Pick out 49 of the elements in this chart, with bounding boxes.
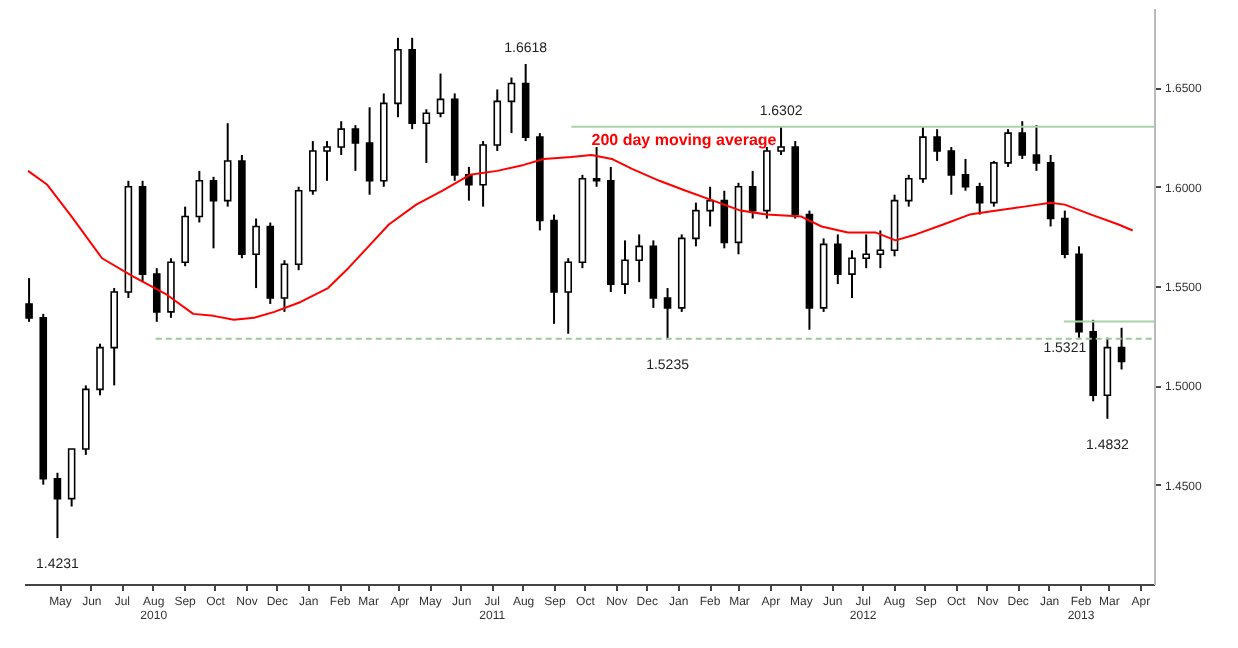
- candlestick: [1004, 128, 1012, 168]
- candlestick: [1117, 326, 1126, 371]
- line-series: [27, 153, 1134, 321]
- candlestick: [1018, 120, 1027, 160]
- candlestick: [933, 128, 941, 162]
- candlestick: [436, 72, 445, 119]
- candlestick: [1061, 209, 1069, 260]
- candlestick: [280, 259, 289, 313]
- candlestick: [351, 124, 360, 172]
- candlestick: [919, 126, 927, 184]
- candlestick: [777, 125, 785, 156]
- candlestick: [1103, 336, 1112, 420]
- candlestick: [564, 257, 573, 335]
- candlestick: [53, 471, 62, 540]
- candlestick: [422, 108, 431, 164]
- candlestick: [848, 249, 856, 299]
- candlestick: [152, 267, 161, 323]
- candlestick: [904, 173, 913, 208]
- candlestick: [181, 205, 189, 268]
- candlestick: [706, 185, 714, 228]
- series-label: 200 day moving average: [591, 130, 778, 149]
- candlestick: [479, 140, 487, 208]
- candlestick: [195, 169, 204, 224]
- candlestick: [975, 181, 984, 216]
- candlestick: [621, 239, 629, 296]
- candlestick: [25, 277, 33, 323]
- candlestick: [323, 140, 331, 182]
- candlestick: [493, 88, 502, 153]
- candlestick: [223, 122, 232, 208]
- candlestick: [337, 120, 346, 156]
- candlestick: [507, 76, 516, 135]
- candlestick: [748, 169, 757, 220]
- candlestick: [720, 189, 729, 250]
- candlestick: [635, 233, 643, 284]
- candlestick: [592, 146, 601, 188]
- candlestick: [961, 157, 970, 192]
- candlestick: [465, 165, 473, 202]
- candlestick: [209, 175, 218, 250]
- candlestick: [365, 106, 374, 196]
- candlestick: [309, 140, 317, 196]
- candlestick: [663, 287, 672, 340]
- candlestick: [1032, 124, 1041, 172]
- candlestick: [862, 233, 870, 270]
- candlestick: [947, 146, 956, 196]
- candlestick: [834, 233, 842, 286]
- candlestick: [990, 159, 998, 208]
- candlestick: [96, 342, 104, 397]
- candlestick: [692, 201, 700, 248]
- candlestick: [252, 217, 260, 290]
